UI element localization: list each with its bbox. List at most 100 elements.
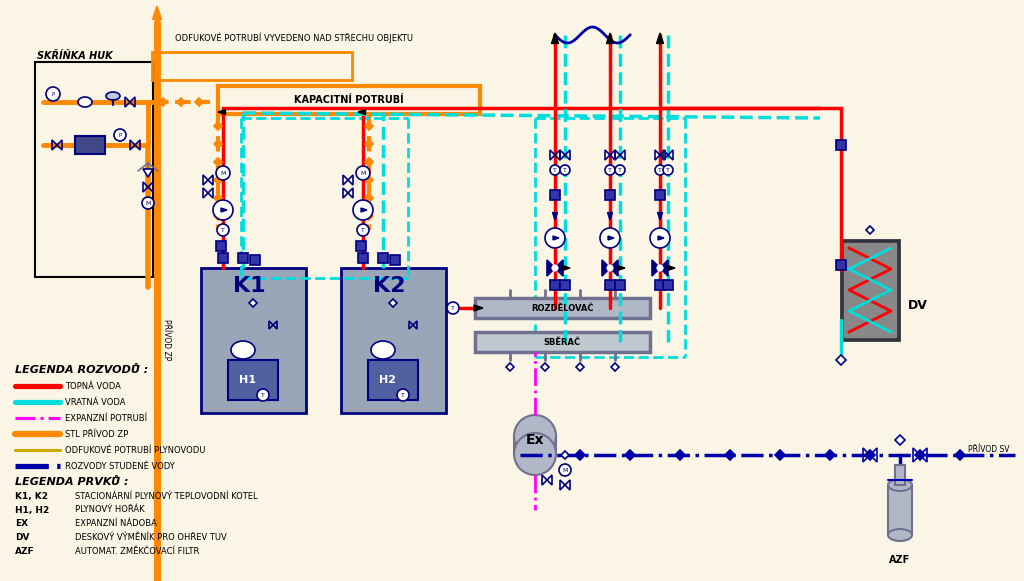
- Polygon shape: [214, 176, 222, 184]
- Text: T: T: [553, 167, 557, 173]
- Circle shape: [655, 165, 665, 175]
- Text: T: T: [361, 228, 365, 232]
- Polygon shape: [775, 450, 785, 460]
- Text: P: P: [119, 132, 122, 138]
- Bar: [888, 485, 912, 535]
- Circle shape: [560, 165, 570, 175]
- Polygon shape: [607, 213, 612, 220]
- Circle shape: [356, 166, 370, 180]
- Circle shape: [600, 228, 620, 248]
- Bar: [605, 280, 615, 290]
- Circle shape: [545, 228, 565, 248]
- Polygon shape: [602, 260, 618, 276]
- Polygon shape: [606, 33, 613, 44]
- Bar: [201, 268, 306, 413]
- Text: M: M: [360, 170, 366, 175]
- Polygon shape: [825, 450, 835, 460]
- Polygon shape: [675, 450, 685, 460]
- Polygon shape: [365, 122, 373, 130]
- Polygon shape: [214, 194, 222, 202]
- Text: EXPANZNÍ POTRUBÍ: EXPANZNÍ POTRUBÍ: [65, 414, 147, 422]
- Text: DV: DV: [908, 299, 928, 311]
- Polygon shape: [866, 226, 874, 234]
- Ellipse shape: [106, 92, 120, 100]
- Circle shape: [353, 200, 373, 220]
- Polygon shape: [365, 140, 373, 148]
- Bar: [341, 268, 446, 413]
- Text: T: T: [658, 167, 662, 173]
- Polygon shape: [865, 450, 874, 460]
- Text: T: T: [618, 167, 622, 173]
- Circle shape: [447, 302, 459, 314]
- Polygon shape: [915, 450, 925, 460]
- Text: H2: H2: [379, 375, 396, 385]
- Bar: [550, 280, 560, 290]
- Text: DV: DV: [15, 533, 30, 543]
- Polygon shape: [657, 213, 663, 220]
- Text: ODFUKOVÉ POTRUBÍ PLYNOVODU: ODFUKOVÉ POTRUBÍ PLYNOVODU: [65, 446, 206, 454]
- Polygon shape: [561, 451, 569, 459]
- Polygon shape: [668, 266, 675, 271]
- Polygon shape: [553, 213, 557, 220]
- Polygon shape: [506, 363, 514, 371]
- Ellipse shape: [888, 529, 912, 541]
- Bar: [605, 190, 615, 200]
- Ellipse shape: [231, 341, 255, 359]
- Text: T: T: [451, 306, 455, 310]
- Text: T: T: [221, 228, 225, 232]
- Circle shape: [663, 165, 673, 175]
- Polygon shape: [143, 169, 153, 177]
- Bar: [895, 465, 905, 485]
- Polygon shape: [652, 260, 668, 276]
- Text: AZF: AZF: [890, 555, 910, 565]
- Text: T: T: [261, 393, 265, 397]
- Polygon shape: [214, 158, 222, 166]
- Text: EXPANZNÍ NÁDOBA: EXPANZNÍ NÁDOBA: [75, 519, 157, 529]
- Text: P: P: [51, 91, 54, 96]
- Ellipse shape: [888, 479, 912, 491]
- Text: STACIONÁRNÍ PLYNOVÝ TEPLOVODNÍ KOTEL: STACIONÁRNÍ PLYNOVÝ TEPLOVODNÍ KOTEL: [75, 492, 258, 500]
- Bar: [228, 360, 278, 400]
- Text: T: T: [666, 167, 670, 173]
- Text: K1: K1: [233, 276, 265, 296]
- Bar: [514, 436, 556, 454]
- Bar: [844, 243, 896, 337]
- Polygon shape: [575, 363, 584, 371]
- Text: AUTOMAT. ZMĚKČOVACÍ FILTR: AUTOMAT. ZMĚKČOVACÍ FILTR: [75, 547, 200, 557]
- Circle shape: [257, 389, 269, 401]
- Polygon shape: [611, 363, 618, 371]
- Polygon shape: [214, 212, 222, 220]
- Polygon shape: [955, 450, 965, 460]
- Bar: [216, 241, 226, 251]
- Polygon shape: [725, 450, 735, 460]
- Polygon shape: [214, 122, 222, 130]
- Text: PŘÍVOD ZP: PŘÍVOD ZP: [162, 320, 171, 361]
- Text: H1: H1: [239, 375, 256, 385]
- Bar: [75, 136, 105, 154]
- Polygon shape: [177, 98, 185, 106]
- Polygon shape: [836, 355, 846, 365]
- Bar: [390, 255, 400, 265]
- Polygon shape: [153, 6, 162, 20]
- Polygon shape: [553, 236, 559, 240]
- Bar: [836, 260, 846, 270]
- Polygon shape: [658, 236, 664, 240]
- Bar: [663, 280, 673, 290]
- Text: ROZDĚLOVAČ: ROZDĚLOVAČ: [530, 303, 593, 313]
- Polygon shape: [617, 266, 625, 271]
- Bar: [378, 253, 388, 263]
- Circle shape: [559, 464, 571, 476]
- Circle shape: [216, 166, 230, 180]
- Text: ODFUKOVÉ POTRUBÍ VYVEDENO NAD STŘECHU OBJEKTU: ODFUKOVÉ POTRUBÍ VYVEDENO NAD STŘECHU OB…: [175, 33, 413, 43]
- Circle shape: [397, 389, 409, 401]
- Text: AZF: AZF: [15, 547, 35, 557]
- Bar: [475, 298, 650, 318]
- Text: EX: EX: [15, 519, 28, 529]
- Bar: [152, 52, 352, 80]
- Bar: [238, 253, 248, 263]
- Circle shape: [550, 165, 560, 175]
- Bar: [655, 280, 665, 290]
- Text: SKŘÍŇKA HUK: SKŘÍŇKA HUK: [37, 51, 113, 61]
- Ellipse shape: [78, 97, 92, 107]
- Text: M: M: [562, 468, 567, 472]
